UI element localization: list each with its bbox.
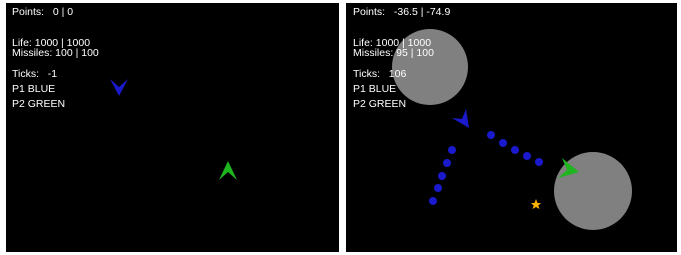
missile xyxy=(499,139,507,147)
points-text: Points: -36.5 | -74.9 xyxy=(353,6,450,18)
game-view: Points: 0 | 0 Life: 1000 | 1000 Missiles… xyxy=(0,0,681,255)
missile xyxy=(429,197,437,205)
missile xyxy=(438,172,446,180)
ticks-text: Ticks: 106 xyxy=(353,68,406,80)
missile xyxy=(443,159,451,167)
player2-text: P2 GREEN xyxy=(12,98,65,110)
missile xyxy=(434,184,442,192)
game-panel: Points: 0 | 0 Life: 1000 | 1000 Missiles… xyxy=(6,3,339,252)
player2-text: P2 GREEN xyxy=(353,98,406,110)
page: {"panels": [ {"points": "Points: 0 | 0",… xyxy=(0,0,681,255)
missiles-text: Missiles: 95 | 100 xyxy=(353,47,434,59)
missile xyxy=(511,146,519,154)
player1-text: P1 BLUE xyxy=(353,83,396,95)
missiles-text: Missiles: 100 | 100 xyxy=(12,47,99,59)
game-panel: Points: -36.5 | -74.9 Life: 1000 | 1000 … xyxy=(346,3,677,252)
missile xyxy=(523,152,531,160)
ticks-text: Ticks: -1 xyxy=(12,68,57,80)
points-text: Points: 0 | 0 xyxy=(12,6,73,18)
player1-text: P1 BLUE xyxy=(12,83,55,95)
missile xyxy=(487,131,495,139)
missile xyxy=(535,158,543,166)
missile xyxy=(448,146,456,154)
